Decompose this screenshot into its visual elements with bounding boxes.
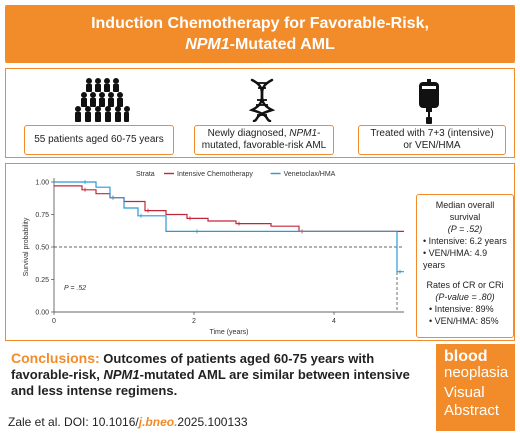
os-intensive: • Intensive: 6.2 years [423, 236, 507, 246]
y-tick-label: 0.75 [35, 212, 49, 219]
patients-text: 55 patients aged 60-75 years [34, 134, 164, 145]
logo-abstract: Abstract [444, 402, 500, 419]
diagnosis-box: Newly diagnosed, NPM1-mutated, favorable… [194, 125, 334, 155]
title-rest: -Mutated AML [229, 36, 335, 53]
legend-title: Strata [136, 171, 155, 178]
y-tick-label: 0.50 [35, 245, 49, 252]
series-line-0 [54, 185, 404, 232]
series-line-1 [54, 181, 404, 273]
logo-blood: blood [444, 348, 488, 365]
x-tick-label: 4 [332, 318, 336, 325]
conclusion-text: Conclusions: Outcomes of patients aged 6… [11, 350, 410, 398]
y-tick-label: 0.25 [35, 277, 49, 284]
y-tick-label: 0.00 [35, 310, 49, 317]
cr-pvalue: (P-value = .80) [435, 292, 495, 302]
patients-box: 55 patients aged 60-75 years [24, 125, 174, 155]
journal-logo: blood neoplasia Visual Abstract [436, 344, 515, 431]
survival-chart: 0.00 0.25 0.50 0.75 1.00 0 2 4 Time (years) Survi… [23, 171, 404, 336]
conclusion-label: Conclusions: [11, 350, 100, 366]
x-tick-label: 2 [192, 318, 196, 325]
citation-accent: j.bneo. [138, 415, 178, 429]
os-ven: • VEN/HMA: 4.9 years [423, 248, 488, 270]
legend-label-1: Venetoclax/HMA [284, 171, 336, 178]
conclusion: Conclusions: Outcomes of patients aged 6… [5, 344, 431, 410]
citation: Zale et al. DOI: 10.1016/j.bneo.2025.100… [8, 415, 248, 429]
treatment-text: Treated with 7+3 (intensive) or VEN/HMA [370, 128, 494, 151]
cr-intensive: • Intensive: 89% [429, 304, 494, 314]
x-axis-label: Time (years) [209, 329, 248, 336]
x-tick-label: 0 [52, 318, 56, 325]
title-line-1: Induction Chemotherapy for Favorable-Ris… [91, 15, 429, 32]
title-banner: Induction Chemotherapy for Favorable-Ris… [5, 5, 515, 63]
cr-ven: • VEN/HMA: 85% [429, 316, 499, 326]
os-title: Median overall survival [435, 200, 495, 222]
title-line-2: NPM1-Mutated AML [5, 36, 515, 54]
pvalue-annotation: P = .52 [64, 285, 86, 292]
logo-visual: Visual [444, 384, 485, 401]
dna-icon [249, 78, 275, 122]
diagnosis-text: Newly diagnosed, NPM1-mutated, favorable… [201, 128, 327, 151]
os-pvalue: (P = .52) [447, 224, 483, 234]
summary-panel: 55 patients aged 60-75 years Newly diagn… [5, 68, 515, 158]
cr-title: Rates of CR or CRi [426, 280, 504, 290]
y-axis-label: Survival probability [23, 217, 30, 276]
people-group-icon [75, 78, 130, 122]
results-panel: 0.00 0.25 0.50 0.75 1.00 0 2 4 Time (years) Survi… [5, 163, 515, 341]
treatment-box: Treated with 7+3 (intensive) or VEN/HMA [358, 125, 506, 155]
y-tick-label: 1.00 [35, 180, 49, 187]
logo-neoplasia: neoplasia [444, 364, 509, 381]
title-italic: NPM1 [185, 36, 230, 53]
stats-box: Median overall survival (P = .52) • Inte… [416, 194, 514, 338]
legend-label-0: Intensive Chemotherapy [177, 171, 253, 178]
iv-bag-icon [419, 79, 439, 124]
